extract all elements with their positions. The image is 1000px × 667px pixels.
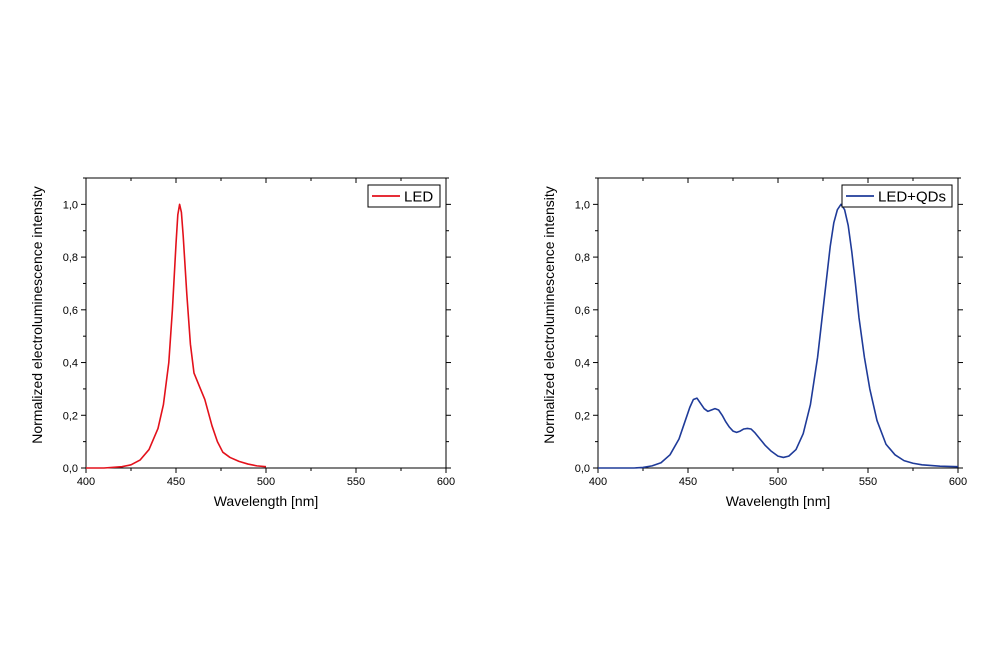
y-tick-label: 0,0: [575, 463, 590, 475]
x-tick-label: 450: [167, 476, 185, 488]
y-tick-label: 0,2: [575, 410, 590, 422]
legend-label: LED+QDs: [878, 189, 946, 206]
series-line-led-qds: [598, 203, 959, 469]
x-tick-label: 550: [859, 476, 877, 488]
y-tick-label: 0,6: [63, 305, 78, 317]
x-axis-title: Wavelength [nm]: [726, 493, 831, 509]
legend-box: [367, 184, 441, 208]
y-tick-label: 0,8: [575, 252, 590, 264]
plot-frame: [597, 177, 959, 469]
y-tick-label: 1,0: [575, 199, 590, 211]
y-tick-label: 0,4: [575, 358, 590, 370]
x-tick-label: 600: [949, 476, 967, 488]
y-tick-label: 1,0: [63, 199, 78, 211]
y-axis-title: Normalized electroluminescence intensity: [541, 186, 557, 444]
x-axis-title: Wavelength [nm]: [214, 493, 319, 509]
y-tick-label: 0,6: [575, 305, 590, 317]
y-axis-title: Normalized electroluminescence intensity: [29, 186, 45, 444]
y-tick-label: 0,0: [63, 463, 78, 475]
y-tick-label: 0,8: [63, 252, 78, 264]
legend-label: LED: [404, 189, 433, 206]
x-tick-label: 550: [347, 476, 365, 488]
x-tick-label: 500: [769, 476, 787, 488]
x-tick-label: 400: [77, 476, 95, 488]
x-tick-label: 500: [257, 476, 275, 488]
x-tick-label: 600: [437, 476, 455, 488]
legend-box: [841, 184, 953, 208]
series-line-led: [86, 203, 267, 469]
y-tick-label: 0,2: [63, 410, 78, 422]
y-tick-label: 0,4: [63, 358, 78, 370]
x-tick-label: 400: [589, 476, 607, 488]
x-tick-label: 450: [679, 476, 697, 488]
